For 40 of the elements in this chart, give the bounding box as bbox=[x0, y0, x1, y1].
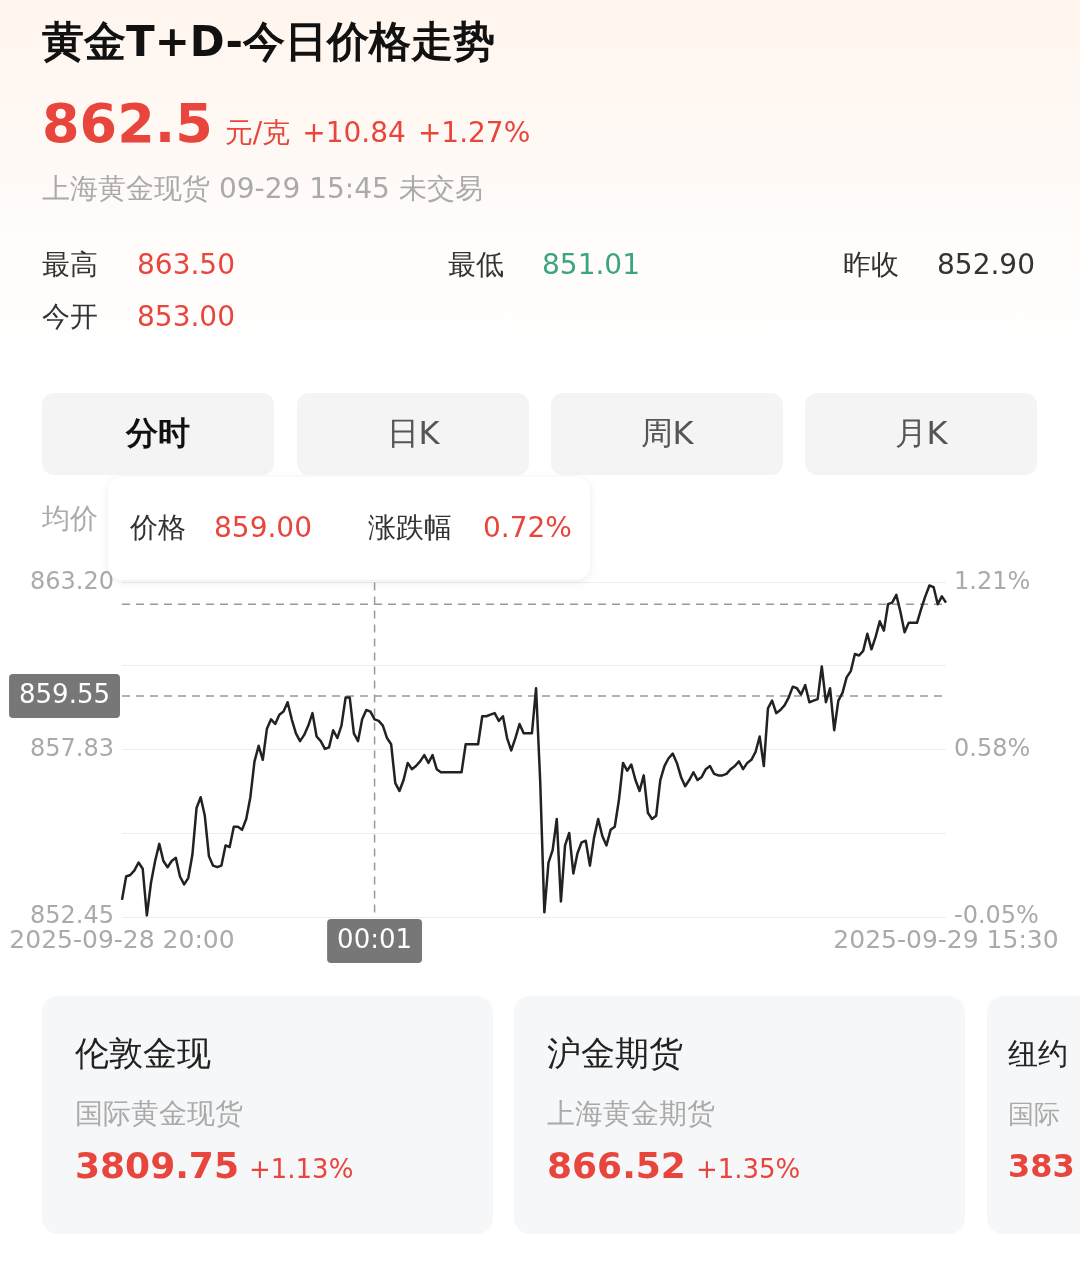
y2-tick-label: 1.21% bbox=[954, 566, 1031, 595]
text: 周K bbox=[551, 393, 783, 475]
text: +1.35% bbox=[695, 1154, 801, 1186]
text: 月K bbox=[805, 393, 1037, 475]
text: 均价 bbox=[42, 501, 98, 537]
text: 上海黄金现货 09-29 15:45 未交易 bbox=[42, 172, 483, 206]
text: 元/克 bbox=[224, 116, 291, 150]
text: 涨跌幅 bbox=[368, 511, 452, 545]
text: 862.5 bbox=[42, 92, 213, 157]
ref-line-label: 859.55 bbox=[19, 678, 110, 709]
text: 3809.75 bbox=[75, 1144, 239, 1188]
text: 日K bbox=[297, 393, 529, 475]
y-tick-label: 857.83 bbox=[30, 733, 114, 762]
text: 最低 bbox=[448, 248, 504, 282]
text: 866.52 bbox=[547, 1144, 686, 1188]
text: 383 bbox=[1008, 1147, 1075, 1186]
text: 859.00 bbox=[214, 511, 312, 545]
text: 851.01 bbox=[542, 248, 640, 282]
text: 纽约 bbox=[1008, 1036, 1068, 1072]
text: 分时 bbox=[42, 393, 274, 475]
text: 国际 bbox=[1008, 1099, 1060, 1131]
text: 853.00 bbox=[137, 300, 235, 334]
text: 昨收 bbox=[843, 248, 899, 282]
text: 最高 bbox=[42, 248, 98, 282]
text: 伦敦金现 bbox=[75, 1033, 211, 1074]
text: 852.90 bbox=[937, 248, 1035, 282]
text: +1.13% bbox=[248, 1154, 354, 1186]
text: 863.50 bbox=[137, 248, 235, 282]
text: +1.27% bbox=[417, 116, 531, 150]
text: 价格 bbox=[130, 511, 186, 545]
text: 0.72% bbox=[483, 511, 572, 545]
y-tick-label: 863.20 bbox=[30, 566, 114, 595]
text: 今开 bbox=[42, 300, 98, 334]
text: 上海黄金期货 bbox=[547, 1097, 715, 1131]
text: 沪金期货 bbox=[547, 1033, 683, 1074]
chart-title: 黄金T+D-今日价格走势 bbox=[42, 16, 495, 68]
text: 国际黄金现货 bbox=[75, 1097, 243, 1131]
y2-tick-label: 0.58% bbox=[954, 733, 1031, 762]
x-tick-label: 00:01 bbox=[337, 923, 413, 954]
text: +10.84 bbox=[302, 116, 406, 150]
